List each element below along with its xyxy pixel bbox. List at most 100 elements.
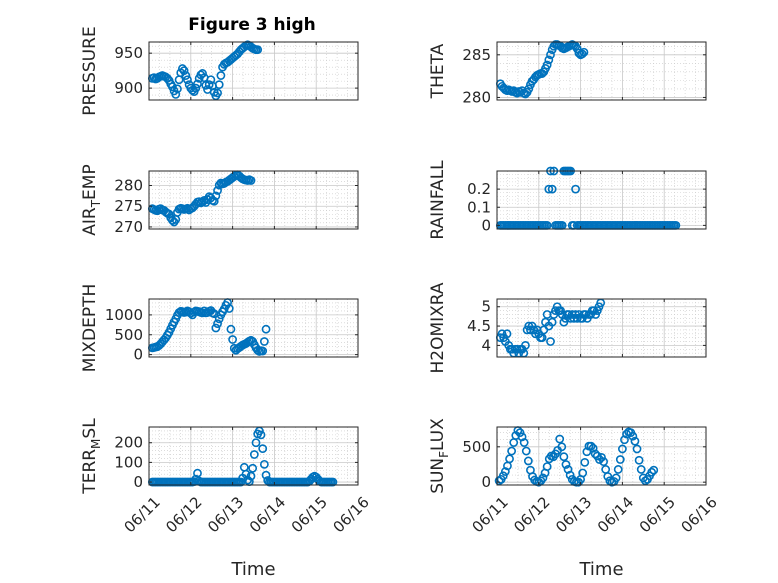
x-tick-label: 06/12: [162, 493, 205, 536]
y-tick-label: 500: [462, 438, 491, 456]
data-point: [561, 460, 571, 469]
data-point: [647, 467, 657, 477]
y-tick-label: 0: [133, 346, 143, 364]
data-point: [211, 323, 221, 333]
axes-box: [496, 170, 707, 230]
y-label-rest: SL: [80, 418, 100, 439]
data-point: [507, 446, 517, 456]
data-point: [565, 470, 575, 480]
x-tick-label: 06/14: [594, 493, 637, 536]
data-point: [213, 186, 222, 195]
data-point: [578, 468, 588, 478]
x-tick-label: 06/16: [677, 493, 720, 536]
data-point: [544, 184, 554, 194]
panel-h2omixra: 44.55 H2OMIXRA: [428, 282, 707, 374]
data-point: [191, 83, 201, 93]
data-point: [198, 197, 207, 207]
y-label-subscript: F: [437, 451, 451, 458]
y-axis-label: TERRMSL: [80, 418, 103, 495]
y-label-rest: LUX: [428, 418, 448, 451]
data-point: [521, 340, 530, 350]
data-point: [595, 455, 604, 464]
data-point: [649, 465, 659, 475]
data-point: [515, 428, 525, 438]
data-point: [209, 196, 219, 206]
y-tick-label: 950: [114, 44, 143, 62]
plot-area: [149, 427, 358, 485]
y-tick-label: 5: [481, 298, 491, 316]
data-point: [546, 337, 555, 346]
data-point: [538, 473, 548, 483]
data-point: [228, 335, 237, 344]
y-tick-label: 280: [462, 88, 491, 106]
data-point: [258, 346, 268, 356]
data-point: [555, 434, 565, 444]
y-tick-label: 0: [481, 216, 491, 234]
data-point: [253, 345, 263, 355]
axes-box: [148, 170, 359, 230]
data-point: [498, 471, 508, 481]
axes-box: [148, 298, 359, 358]
data-point: [253, 45, 263, 55]
data-point: [590, 449, 600, 459]
data-point: [261, 470, 271, 480]
panel-rainfall: 00.10.2 RAINFALL: [428, 160, 707, 240]
data-point: [178, 64, 187, 73]
data-point: [251, 438, 261, 448]
axes-box: [148, 41, 359, 101]
data-point: [214, 314, 224, 324]
y-tick-label: 275: [114, 197, 143, 215]
panel-theta: 280 285 THETA: [428, 40, 707, 106]
x-tick-label: 06/11: [468, 493, 511, 536]
y-tick-label: 0.1: [467, 198, 491, 216]
data-point: [198, 69, 207, 78]
data-point: [328, 477, 338, 487]
data-point: [547, 317, 557, 327]
y-axis-label: H2OMIXRA: [428, 282, 448, 373]
data-point: [502, 329, 512, 339]
data-point: [628, 431, 638, 441]
data-point: [523, 456, 533, 466]
y-tick-label: 1000: [105, 306, 143, 324]
x-tick-label: 06/14: [246, 493, 289, 536]
panel-pressure: 900 950 PRESSURE: [80, 26, 359, 116]
axes-box: [148, 426, 359, 486]
x-tick-label: 06/13: [204, 493, 247, 536]
data-point: [241, 469, 251, 479]
y-tick-label: 4.5: [467, 317, 491, 335]
data-point: [249, 450, 259, 459]
data-point: [559, 452, 569, 462]
data-point: [563, 465, 573, 474]
y-axis-label: SUNFLUX: [428, 418, 451, 494]
data-point: [214, 80, 224, 90]
data-point: [582, 447, 592, 457]
x-tick-label: 06/11: [120, 493, 163, 536]
data-point: [193, 79, 202, 89]
data-point: [246, 471, 256, 481]
y-label-subscript: M: [89, 439, 103, 449]
data-point: [613, 465, 623, 474]
x-tick-label: 06/15: [636, 493, 679, 536]
y-axis-label: RAINFALL: [428, 160, 448, 240]
data-point: [256, 430, 266, 440]
data-point: [620, 435, 629, 445]
data-point: [173, 84, 182, 94]
data-point: [224, 304, 234, 313]
y-label-base: TERR: [80, 449, 100, 495]
x-tick-label: 06/16: [329, 493, 372, 536]
data-point: [634, 455, 644, 465]
data-point: [216, 71, 226, 80]
data-point: [261, 324, 271, 334]
data-point: [588, 443, 598, 453]
data-point: [179, 66, 189, 76]
data-point: [517, 432, 527, 442]
y-label-base: SUN: [428, 458, 448, 494]
data-point: [577, 49, 587, 59]
data-point: [519, 438, 529, 447]
data-point: [547, 184, 557, 194]
data-point: [542, 462, 552, 472]
data-point: [630, 436, 640, 446]
data-point: [632, 444, 642, 454]
data-point: [171, 90, 181, 99]
